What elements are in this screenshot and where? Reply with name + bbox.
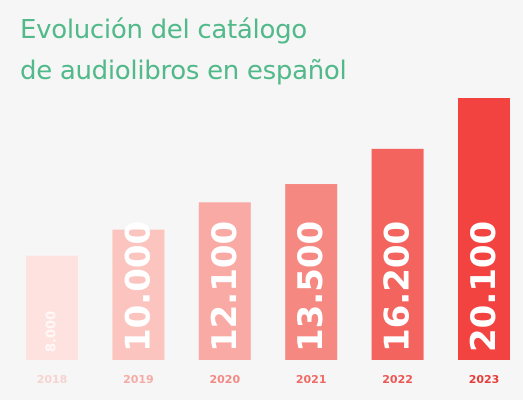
- category-label: 2018: [37, 373, 68, 386]
- bar-value-label: 20.100: [464, 221, 504, 352]
- bar-2023: [458, 98, 510, 360]
- bar-2018: [26, 255, 78, 360]
- bar-2019: [112, 229, 165, 360]
- chart-title: Evolución del catálogo de audiolibros en…: [20, 10, 347, 92]
- bar-2022: [371, 148, 424, 360]
- category-label: 2019: [123, 373, 154, 386]
- chart-title-line-2: de audiolibros en español: [20, 56, 347, 86]
- bar-value-label: 12.100: [205, 221, 245, 352]
- category-label: 2020: [209, 373, 240, 386]
- bar-value-label: 13.500: [291, 221, 331, 352]
- category-label: 2023: [469, 373, 500, 386]
- bar-2020: [198, 202, 251, 360]
- category-label: 2021: [296, 373, 327, 386]
- category-label: 2022: [382, 373, 413, 386]
- bar-value-label: 16.200: [378, 221, 418, 352]
- bar-2021: [285, 184, 338, 360]
- bar-value-label: 8.000: [45, 311, 60, 352]
- chart-title-line-1: Evolución del catálogo: [20, 15, 307, 45]
- bar-value-label: 10.000: [118, 221, 158, 352]
